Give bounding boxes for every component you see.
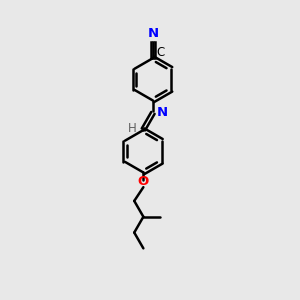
Text: N: N: [157, 106, 168, 119]
Text: O: O: [138, 175, 149, 188]
Text: C: C: [157, 46, 165, 59]
Text: N: N: [147, 27, 158, 40]
Text: H: H: [128, 122, 137, 134]
